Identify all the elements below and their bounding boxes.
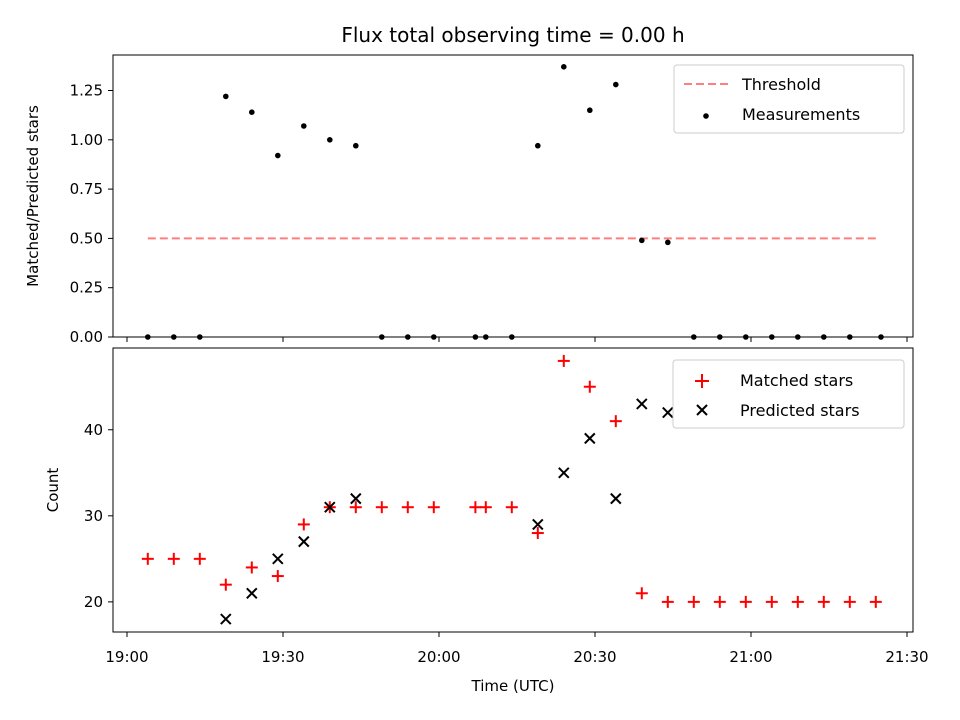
matched-point-24 (765, 595, 778, 608)
top-chart-title: Flux total observing time = 0.00 h (341, 23, 684, 47)
measurement-point-16 (561, 64, 567, 70)
predicted-point-2 (272, 553, 284, 565)
matched-point-26 (817, 595, 830, 608)
bottom-y-tick-label-0: 20 (84, 593, 103, 611)
bottom-x-tick-label-5: 21:30 (885, 648, 928, 666)
measurement-point-17 (587, 107, 593, 114)
top-y-tick-label-5: 1.25 (70, 81, 103, 99)
matched-point-16 (557, 354, 570, 367)
matched-point-22 (713, 595, 726, 608)
bottom-y-tick-label-1: 30 (84, 507, 103, 525)
bottom-plot-frame (112, 347, 914, 633)
bottom-x-tick-label-0: 19:00 (105, 648, 148, 666)
predicted-point-0 (220, 613, 232, 625)
top-y-tick-label-4: 1.00 (70, 131, 103, 149)
measurement-point-8 (353, 142, 359, 149)
bottom-x-tick-label-4: 21:00 (729, 648, 772, 666)
measurement-point-19 (639, 237, 645, 244)
legend-matched-swatch (695, 374, 709, 388)
predicted-point-4 (324, 501, 336, 513)
top-legend: Threshold Measurements (673, 64, 905, 134)
bottom-x-axis-label: Time (UTC) (471, 677, 555, 695)
matched-point-12 (469, 501, 482, 514)
top-y-axis-label: Matched/Predicted stars (24, 105, 42, 287)
matched-point-9 (375, 501, 388, 514)
top-y-tick-label-2: 0.50 (70, 229, 103, 247)
matched-point-13 (479, 501, 492, 514)
matched-point-21 (687, 595, 700, 608)
top-marks (145, 64, 884, 340)
matched-point-1 (167, 552, 180, 565)
measurement-point-15 (535, 142, 541, 149)
measurement-point-4 (249, 109, 255, 115)
matched-point-20 (661, 595, 674, 608)
measurement-point-3 (223, 93, 229, 100)
matched-point-15 (531, 527, 544, 540)
matched-point-18 (609, 415, 622, 428)
matched-point-8 (349, 501, 362, 514)
bottom-x-tick-label-2: 20:00 (417, 648, 460, 666)
matched-point-6 (297, 518, 310, 531)
matched-point-5 (271, 570, 284, 583)
measurement-point-7 (327, 136, 333, 143)
bottom-marks (141, 354, 882, 625)
top-x-ticks (126, 337, 908, 342)
bottom-x-ticks: 19:00 19:30 20:00 20:30 21:00 21:30 (105, 632, 929, 666)
bottom-y-tick-label-2: 40 (84, 421, 103, 439)
matched-point-3 (219, 578, 232, 591)
legend-measurements-label: Measurements (742, 105, 860, 124)
matched-point-19 (635, 587, 648, 600)
predicted-point-11 (662, 406, 674, 419)
bottom-x-tick-label-3: 20:30 (573, 648, 616, 666)
matched-point-2 (193, 552, 206, 565)
bottom-y-axis-label: Count (44, 468, 62, 513)
top-plot-frame (112, 54, 914, 338)
bottom-legend-box (672, 359, 905, 429)
matched-point-23 (739, 595, 752, 608)
legend-threshold-label: Threshold (741, 75, 821, 94)
top-y-tick-label-1: 0.25 (70, 279, 103, 297)
top-y-tick-label-0: 0.00 (70, 328, 103, 346)
matched-point-11 (427, 501, 440, 514)
measurement-point-5 (275, 152, 281, 159)
bottom-legend: Matched stars Predicted stars (672, 359, 905, 429)
legend-measurements-swatch (703, 113, 709, 119)
matched-point-28 (869, 595, 882, 608)
legend-predicted-label: Predicted stars (740, 401, 860, 420)
predicted-point-7 (558, 467, 570, 479)
predicted-point-6 (532, 518, 544, 531)
legend-matched-label: Matched stars (740, 371, 853, 390)
matched-point-14 (505, 501, 518, 514)
top-legend-box (673, 64, 905, 134)
matched-point-17 (583, 380, 596, 393)
bottom-x-tick-label-1: 19:30 (261, 648, 304, 666)
predicted-point-9 (610, 492, 622, 505)
measurement-point-6 (301, 123, 307, 129)
legend-predicted-swatch (696, 404, 708, 416)
top-y-tick-label-3: 0.75 (70, 180, 103, 198)
matched-point-10 (401, 501, 414, 514)
top-y-ticks: 0.00 0.25 0.50 0.75 1.00 1.25 (70, 81, 113, 346)
predicted-point-10 (636, 398, 648, 410)
matched-point-27 (843, 595, 856, 608)
predicted-point-1 (246, 587, 258, 599)
measurement-point-20 (665, 239, 671, 246)
matched-point-25 (791, 595, 804, 608)
predicted-point-8 (584, 432, 596, 445)
measurement-point-18 (613, 81, 619, 88)
predicted-point-3 (298, 535, 310, 548)
predicted-point-5 (350, 492, 362, 505)
matched-point-4 (245, 561, 258, 574)
matched-point-0 (141, 552, 154, 565)
bottom-y-ticks: 20 30 40 (84, 421, 113, 611)
